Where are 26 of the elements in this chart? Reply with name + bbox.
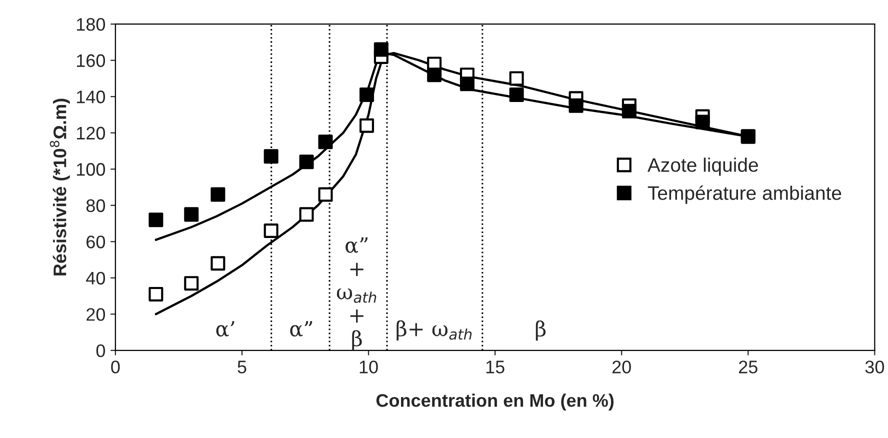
- y-tick-label: 160: [76, 54, 106, 68]
- x-tick-label: 30: [865, 360, 884, 374]
- x-tick-label: 15: [486, 360, 504, 374]
- annotation: α’: [216, 321, 234, 337]
- y-tick-label: 0: [96, 344, 106, 358]
- x-tick-label: 10: [360, 360, 378, 374]
- y-tick-label: 140: [76, 90, 106, 104]
- annotation: α” + ω$_{ath}$ + β: [336, 237, 376, 350]
- legend-label: Température ambiante: [648, 185, 842, 204]
- y-tick-label: 180: [76, 18, 106, 31]
- x-tick-label: 0: [111, 360, 120, 374]
- y-tick-label: 100: [76, 163, 106, 176]
- y-tick-label: 60: [86, 236, 106, 248]
- y-tick-label: 120: [76, 126, 106, 140]
- annotation: β+ ω$_{ath}$: [396, 320, 472, 340]
- annotation: α”: [290, 321, 312, 337]
- legend-label: Azote liquide: [648, 158, 758, 176]
- y-tick-label: 40: [86, 272, 106, 285]
- y-axis-title: Résistivité (*10$^{8}$Ω.m): [50, 98, 70, 276]
- x-tick-label: 5: [238, 360, 246, 374]
- x-axis-title: Concentration en Mo (en %): [376, 394, 614, 410]
- x-tick-label: 20: [612, 360, 631, 374]
- y-tick-label: 80: [86, 199, 106, 212]
- x-tick-label: 25: [739, 360, 758, 374]
- annotation: β: [536, 320, 546, 341]
- y-tick-label: 20: [86, 308, 106, 321]
